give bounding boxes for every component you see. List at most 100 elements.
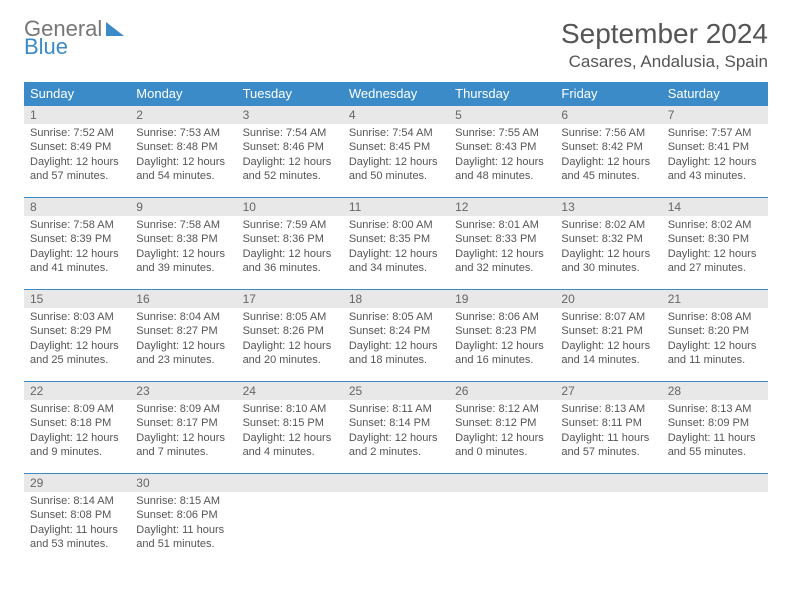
day-number: 27 bbox=[555, 382, 661, 400]
day-number: 12 bbox=[449, 198, 555, 216]
day-number: 3 bbox=[237, 106, 343, 124]
calendar-row: 1Sunrise: 7:52 AMSunset: 8:49 PMDaylight… bbox=[24, 106, 768, 198]
day-sunrise: Sunrise: 8:05 AM bbox=[349, 310, 443, 324]
day-sunset: Sunset: 8:39 PM bbox=[30, 232, 124, 246]
day-day1: Daylight: 12 hours bbox=[30, 247, 124, 261]
calendar-cell: 20Sunrise: 8:07 AMSunset: 8:21 PMDayligh… bbox=[555, 290, 661, 382]
calendar-cell: 10Sunrise: 7:59 AMSunset: 8:36 PMDayligh… bbox=[237, 198, 343, 290]
day-sunset: Sunset: 8:32 PM bbox=[561, 232, 655, 246]
day-number: 7 bbox=[662, 106, 768, 124]
day-details: Sunrise: 8:05 AMSunset: 8:24 PMDaylight:… bbox=[343, 308, 449, 371]
day-day2: and 14 minutes. bbox=[561, 353, 655, 367]
empty-day bbox=[237, 474, 343, 492]
day-sunrise: Sunrise: 7:59 AM bbox=[243, 218, 337, 232]
day-sunrise: Sunrise: 8:03 AM bbox=[30, 310, 124, 324]
calendar-cell: 24Sunrise: 8:10 AMSunset: 8:15 PMDayligh… bbox=[237, 382, 343, 474]
day-sunset: Sunset: 8:30 PM bbox=[668, 232, 762, 246]
calendar-cell: 17Sunrise: 8:05 AMSunset: 8:26 PMDayligh… bbox=[237, 290, 343, 382]
day-details: Sunrise: 8:10 AMSunset: 8:15 PMDaylight:… bbox=[237, 400, 343, 463]
calendar-cell bbox=[237, 474, 343, 566]
day-details: Sunrise: 7:58 AMSunset: 8:38 PMDaylight:… bbox=[130, 216, 236, 279]
col-friday: Friday bbox=[555, 82, 661, 106]
day-sunset: Sunset: 8:26 PM bbox=[243, 324, 337, 338]
calendar-cell: 14Sunrise: 8:02 AMSunset: 8:30 PMDayligh… bbox=[662, 198, 768, 290]
day-sunset: Sunset: 8:35 PM bbox=[349, 232, 443, 246]
calendar-cell: 8Sunrise: 7:58 AMSunset: 8:39 PMDaylight… bbox=[24, 198, 130, 290]
day-number: 2 bbox=[130, 106, 236, 124]
day-day2: and 36 minutes. bbox=[243, 261, 337, 275]
day-sunrise: Sunrise: 8:02 AM bbox=[668, 218, 762, 232]
day-sunrise: Sunrise: 8:13 AM bbox=[668, 402, 762, 416]
day-sunrise: Sunrise: 7:57 AM bbox=[668, 126, 762, 140]
day-day2: and 34 minutes. bbox=[349, 261, 443, 275]
day-day1: Daylight: 12 hours bbox=[349, 339, 443, 353]
calendar-cell: 18Sunrise: 8:05 AMSunset: 8:24 PMDayligh… bbox=[343, 290, 449, 382]
day-sunrise: Sunrise: 8:11 AM bbox=[349, 402, 443, 416]
day-number: 26 bbox=[449, 382, 555, 400]
day-details: Sunrise: 8:08 AMSunset: 8:20 PMDaylight:… bbox=[662, 308, 768, 371]
day-sunrise: Sunrise: 7:52 AM bbox=[30, 126, 124, 140]
day-number: 8 bbox=[24, 198, 130, 216]
day-day1: Daylight: 12 hours bbox=[455, 247, 549, 261]
day-sunset: Sunset: 8:06 PM bbox=[136, 508, 230, 522]
calendar-row: 15Sunrise: 8:03 AMSunset: 8:29 PMDayligh… bbox=[24, 290, 768, 382]
day-day1: Daylight: 12 hours bbox=[561, 339, 655, 353]
day-number: 9 bbox=[130, 198, 236, 216]
calendar-cell: 2Sunrise: 7:53 AMSunset: 8:48 PMDaylight… bbox=[130, 106, 236, 198]
day-day2: and 43 minutes. bbox=[668, 169, 762, 183]
day-sunset: Sunset: 8:11 PM bbox=[561, 416, 655, 430]
day-details: Sunrise: 8:02 AMSunset: 8:30 PMDaylight:… bbox=[662, 216, 768, 279]
location-label: Casares, Andalusia, Spain bbox=[561, 52, 768, 72]
day-sunset: Sunset: 8:18 PM bbox=[30, 416, 124, 430]
logo-line2: Blue bbox=[24, 36, 102, 58]
calendar-cell: 25Sunrise: 8:11 AMSunset: 8:14 PMDayligh… bbox=[343, 382, 449, 474]
day-day1: Daylight: 12 hours bbox=[30, 155, 124, 169]
day-sunrise: Sunrise: 7:56 AM bbox=[561, 126, 655, 140]
day-day1: Daylight: 12 hours bbox=[136, 155, 230, 169]
day-details: Sunrise: 7:52 AMSunset: 8:49 PMDaylight:… bbox=[24, 124, 130, 187]
calendar-cell: 21Sunrise: 8:08 AMSunset: 8:20 PMDayligh… bbox=[662, 290, 768, 382]
day-sunrise: Sunrise: 8:13 AM bbox=[561, 402, 655, 416]
day-details: Sunrise: 8:09 AMSunset: 8:18 PMDaylight:… bbox=[24, 400, 130, 463]
day-sunset: Sunset: 8:23 PM bbox=[455, 324, 549, 338]
day-day2: and 23 minutes. bbox=[136, 353, 230, 367]
day-details: Sunrise: 8:01 AMSunset: 8:33 PMDaylight:… bbox=[449, 216, 555, 279]
col-thursday: Thursday bbox=[449, 82, 555, 106]
day-number: 16 bbox=[130, 290, 236, 308]
day-details: Sunrise: 8:06 AMSunset: 8:23 PMDaylight:… bbox=[449, 308, 555, 371]
day-number: 18 bbox=[343, 290, 449, 308]
day-details: Sunrise: 8:00 AMSunset: 8:35 PMDaylight:… bbox=[343, 216, 449, 279]
day-day1: Daylight: 12 hours bbox=[243, 339, 337, 353]
calendar-cell bbox=[449, 474, 555, 566]
day-day2: and 51 minutes. bbox=[136, 537, 230, 551]
day-sunrise: Sunrise: 7:54 AM bbox=[243, 126, 337, 140]
day-number: 17 bbox=[237, 290, 343, 308]
day-day1: Daylight: 12 hours bbox=[455, 431, 549, 445]
day-number: 22 bbox=[24, 382, 130, 400]
calendar-cell: 15Sunrise: 8:03 AMSunset: 8:29 PMDayligh… bbox=[24, 290, 130, 382]
day-sunset: Sunset: 8:17 PM bbox=[136, 416, 230, 430]
empty-day bbox=[662, 474, 768, 492]
day-day2: and 25 minutes. bbox=[30, 353, 124, 367]
day-day1: Daylight: 12 hours bbox=[136, 339, 230, 353]
day-number: 23 bbox=[130, 382, 236, 400]
day-sunset: Sunset: 8:43 PM bbox=[455, 140, 549, 154]
day-sunrise: Sunrise: 8:09 AM bbox=[30, 402, 124, 416]
calendar-cell: 7Sunrise: 7:57 AMSunset: 8:41 PMDaylight… bbox=[662, 106, 768, 198]
day-day2: and 2 minutes. bbox=[349, 445, 443, 459]
logo-text: General Blue bbox=[24, 18, 102, 58]
day-sunset: Sunset: 8:27 PM bbox=[136, 324, 230, 338]
day-day2: and 55 minutes. bbox=[668, 445, 762, 459]
sail-icon bbox=[106, 22, 124, 36]
day-sunset: Sunset: 8:42 PM bbox=[561, 140, 655, 154]
day-day1: Daylight: 12 hours bbox=[561, 247, 655, 261]
day-day2: and 9 minutes. bbox=[30, 445, 124, 459]
day-day1: Daylight: 12 hours bbox=[668, 247, 762, 261]
col-wednesday: Wednesday bbox=[343, 82, 449, 106]
day-sunset: Sunset: 8:20 PM bbox=[668, 324, 762, 338]
day-details: Sunrise: 7:56 AMSunset: 8:42 PMDaylight:… bbox=[555, 124, 661, 187]
day-day2: and 11 minutes. bbox=[668, 353, 762, 367]
day-day1: Daylight: 12 hours bbox=[455, 155, 549, 169]
day-sunset: Sunset: 8:46 PM bbox=[243, 140, 337, 154]
day-sunrise: Sunrise: 8:00 AM bbox=[349, 218, 443, 232]
